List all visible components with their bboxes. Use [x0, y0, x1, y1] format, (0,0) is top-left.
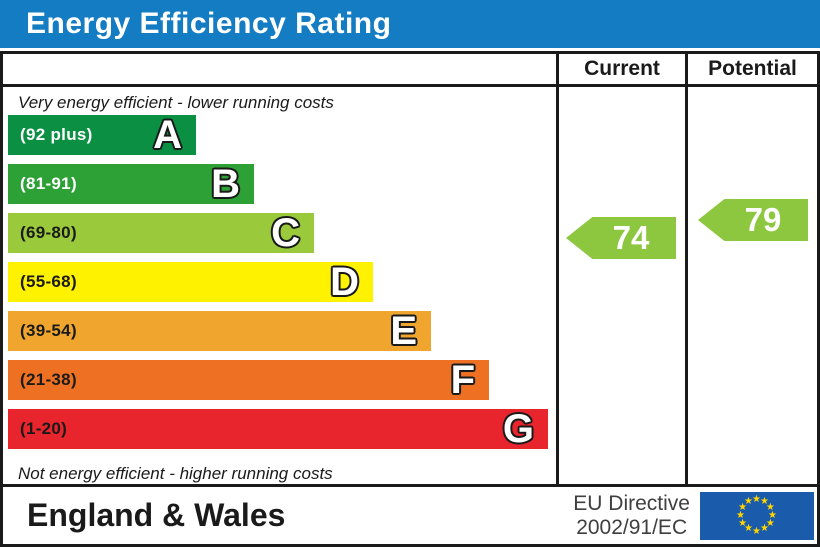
- rating-table: Current Potential Very energy efficient …: [0, 51, 820, 487]
- band-a: (92 plus) A: [8, 115, 196, 155]
- band-e-range: (39-54): [20, 321, 77, 340]
- band-b-range: (81-91): [20, 174, 77, 193]
- page-title: Energy Efficiency Rating: [26, 7, 392, 40]
- header-spacer: [3, 54, 556, 84]
- eu-star-icon: ★: [738, 517, 748, 529]
- band-f-letter: F: [450, 358, 475, 402]
- band-f: (21-38) F: [8, 360, 489, 400]
- eu-directive-label: EU Directive 2002/91/EC: [573, 492, 700, 540]
- band-e-letter: E: [390, 309, 417, 353]
- column-header-potential: Potential: [685, 54, 817, 84]
- potential-rating-value: 79: [744, 201, 782, 238]
- band-b-letter: B: [211, 162, 240, 206]
- current-column: 74: [556, 87, 685, 484]
- region-label: England & Wales: [27, 497, 286, 533]
- eu-star-icon: ★: [760, 495, 769, 507]
- eu-star-icon: ★: [752, 493, 761, 505]
- eu-star-icon: ★: [736, 509, 745, 521]
- eu-star-icon: ★: [738, 501, 748, 513]
- caption-top: Very energy efficient - lower running co…: [18, 93, 334, 112]
- header-row: Current Potential: [3, 54, 817, 87]
- eu-star-icon: ★: [765, 501, 775, 513]
- band-c-range: (69-80): [20, 223, 77, 242]
- band-g-letter: G: [502, 407, 534, 451]
- band-list: (92 plus) A (81-91) B (69-80) C (55-68) …: [8, 115, 556, 458]
- band-b: (81-91) B: [8, 164, 254, 204]
- eu-directive-line1: EU Directive: [573, 491, 690, 515]
- potential-rating-arrow: 79: [698, 199, 808, 241]
- table-body: Very energy efficient - lower running co…: [3, 87, 817, 484]
- band-d: (55-68) D: [8, 262, 373, 302]
- band-c: (69-80) C: [8, 213, 314, 253]
- caption-bottom: Not energy efficient - higher running co…: [18, 464, 333, 483]
- current-rating-value: 74: [612, 219, 650, 256]
- eu-directive-line2: 2002/91/EC: [576, 515, 688, 539]
- band-d-letter: D: [330, 260, 359, 304]
- column-header-current: Current: [556, 54, 685, 84]
- band-f-range: (21-38): [20, 370, 77, 389]
- eu-star-icon: ★: [760, 523, 769, 535]
- eu-star-icon: ★: [765, 517, 775, 529]
- band-e: (39-54) E: [8, 311, 431, 351]
- band-g: (1-20) G: [8, 409, 548, 449]
- band-g-range: (1-20): [20, 419, 68, 438]
- band-a-letter: A: [153, 113, 182, 157]
- band-c-letter: C: [271, 211, 300, 255]
- current-rating-arrow: 74: [566, 217, 676, 259]
- eu-flag: ★ ★ ★ ★ ★ ★ ★ ★ ★ ★ ★ ★: [700, 491, 814, 540]
- band-d-range: (55-68): [20, 272, 77, 291]
- potential-column: 79: [685, 87, 817, 484]
- eu-star-icon: ★: [744, 523, 753, 535]
- footer-bar: England & Wales EU Directive 2002/91/EC …: [0, 487, 820, 547]
- band-a-range: (92 plus): [20, 125, 93, 144]
- title-bar: Energy Efficiency Rating: [0, 0, 820, 48]
- eu-star-icon: ★: [752, 525, 761, 537]
- eu-star-icon: ★: [768, 509, 777, 521]
- band-chart: Very energy efficient - lower running co…: [3, 87, 556, 484]
- eu-star-icon: ★: [744, 495, 753, 507]
